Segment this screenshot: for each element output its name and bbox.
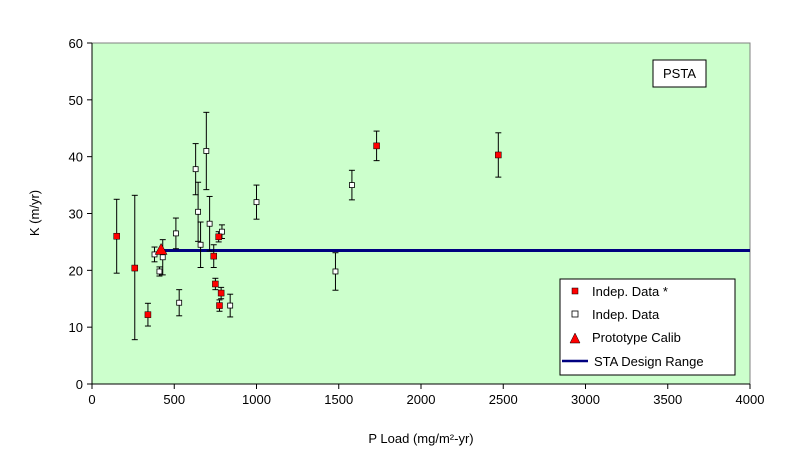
indep-star-point-5	[215, 233, 222, 241]
indep-point-11	[227, 302, 234, 309]
annotation-text: PSTA	[663, 66, 696, 81]
indep-point-7	[197, 241, 204, 248]
legend-box	[559, 278, 736, 376]
legend-label-prototype: Prototype Calib	[592, 330, 681, 345]
indep-star-point-2	[144, 311, 152, 318]
x-tick-label-3000: 3000	[571, 392, 600, 407]
indep-star-point-6	[216, 302, 223, 309]
x-tick-label-2500: 2500	[489, 392, 518, 407]
indep-point-14	[349, 182, 355, 188]
indep-point-1	[156, 268, 163, 275]
indep-point-4	[176, 299, 183, 306]
legend-label-indep-star: Indep. Data *	[592, 284, 668, 299]
indep-star-point-0	[113, 232, 120, 240]
prototype-calib-point-0	[154, 242, 168, 255]
legend-marker-indep	[571, 310, 579, 318]
y-tick-label-50: 50	[69, 93, 83, 108]
legend-marker-prototype	[569, 332, 581, 344]
axes: 0 500 1000 1500 2000 2500 3000 3500 4000 0 10 20 30 4…	[69, 36, 765, 407]
x-tick-label-2000: 2000	[407, 392, 436, 407]
x-axis-title: P Load (mg/m²-yr)	[368, 431, 473, 446]
indep-point-5	[192, 166, 199, 173]
legend-marker-indep-star	[571, 287, 579, 295]
x-tick-label-4000: 4000	[736, 392, 765, 407]
x-tick-label-1000: 1000	[242, 392, 271, 407]
y-axis-title: K (m/yr)	[27, 190, 42, 236]
x-tick-label-3500: 3500	[653, 392, 682, 407]
annotation-box: PSTA	[652, 59, 707, 88]
y-tick-label-10: 10	[69, 320, 83, 335]
y-tick-label-40: 40	[69, 150, 83, 165]
indep-point-2	[159, 254, 166, 261]
indep-point-6	[195, 208, 202, 215]
indep-star-point-8	[373, 142, 380, 150]
x-tick-label-0: 0	[88, 392, 95, 407]
indep-point-12	[253, 199, 260, 206]
indep-star-point-3	[210, 252, 217, 260]
indep-point-3	[172, 230, 179, 237]
marker-layer	[113, 142, 502, 318]
indep-point-13	[332, 268, 339, 275]
x-tick-label-1500: 1500	[324, 392, 353, 407]
indep-point-9	[206, 220, 213, 227]
legend-label-design-line: STA Design Range	[594, 354, 704, 369]
legend-label-indep: Indep. Data	[592, 307, 660, 322]
indep-star-point-1	[131, 264, 139, 272]
indep-star-point-9	[495, 151, 502, 159]
indep-star-point-4	[212, 280, 219, 288]
errorbar-layer	[113, 111, 502, 341]
legend: Indep. Data * Indep. Data Prototype Cali…	[559, 278, 736, 376]
indep-point-8	[203, 148, 210, 154]
y-tick-label-30: 30	[69, 207, 83, 222]
x-tick-label-500: 500	[163, 392, 185, 407]
y-tick-label-0: 0	[76, 377, 83, 392]
indep-star-point-7	[217, 289, 225, 297]
y-tick-label-60: 60	[69, 36, 83, 51]
indep-point-10	[219, 228, 225, 235]
y-tick-label-20: 20	[69, 263, 83, 278]
